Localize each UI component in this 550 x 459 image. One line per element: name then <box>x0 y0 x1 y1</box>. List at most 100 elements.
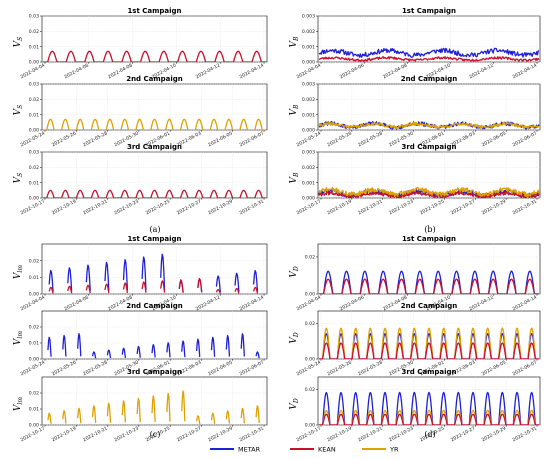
subplot-title: 1st Campaign <box>402 235 456 243</box>
y-tick-label: 0.01 <box>29 341 39 347</box>
x-tick-label: 2022-06-05 <box>481 359 507 377</box>
x-tick-label: 2022-10-19 <box>326 198 352 216</box>
y-tick-label: 0.03 <box>29 14 39 20</box>
y-tick-label: 0.02 <box>29 325 39 331</box>
x-tick-label: 2022-10-19 <box>326 425 352 443</box>
series-line-yr <box>318 409 540 425</box>
x-tick-label: 2022-10-21 <box>357 425 383 443</box>
y-tick-label: 0.000 <box>302 196 315 202</box>
plot-frame <box>41 15 268 63</box>
subplot-title: 3rd Campaign <box>127 143 182 151</box>
y-axis-label: VS <box>13 105 24 116</box>
x-tick-label: 2022-10-29 <box>207 198 233 216</box>
plot-frame <box>41 243 268 295</box>
x-tick-label: 2022-06-05 <box>207 359 233 377</box>
subplot-title: 1st Campaign <box>127 235 181 243</box>
plot-frame <box>317 376 541 426</box>
subplot-title: 2nd Campaign <box>401 302 458 310</box>
y-tick-label: 0.02 <box>29 97 39 103</box>
y-axis-label: VB <box>289 104 300 116</box>
subplot-3: 3rd CampaignVS0.000.010.020.032022-10-17… <box>13 143 268 216</box>
x-tick-label: 2022-04-06 <box>339 62 365 80</box>
y-tick-label: 0.00 <box>29 292 39 298</box>
x-tick-label: 2022-10-29 <box>481 425 507 443</box>
y-tick-label: 0.02 <box>29 391 39 397</box>
y-axis-label: Vlm <box>13 265 24 279</box>
series-line-kean <box>42 189 267 198</box>
x-tick-label: 2022-06-07 <box>512 359 538 377</box>
x-tick-label: 2022-10-27 <box>176 198 202 216</box>
legend-label-yr: YR <box>389 446 399 454</box>
x-tick-label: 2022-05-28 <box>357 130 383 148</box>
x-tick-label: 2022-10-21 <box>357 198 383 216</box>
y-tick-label: 0.01 <box>29 44 39 50</box>
x-tick-label: 2022-05-26 <box>326 130 352 148</box>
x-tick-label: 2022-04-12 <box>195 294 221 312</box>
x-tick-label: 2022-06-07 <box>512 130 538 148</box>
y-tick-label: 0.001 <box>302 180 315 186</box>
y-tick-label: 0.002 <box>302 165 315 171</box>
legend-label-metar: METAR <box>238 446 261 454</box>
x-tick-label: 2022-05-28 <box>82 359 108 377</box>
y-tick-label: 0.00 <box>305 423 315 429</box>
subfigure-label: (d) <box>424 430 435 439</box>
x-tick-label: 2022-10-23 <box>113 198 139 216</box>
plot-frame <box>317 243 541 295</box>
y-tick-label: 0.01 <box>29 180 39 186</box>
y-tick-label: 0.00 <box>29 357 39 363</box>
x-tick-label: 2022-10-27 <box>450 425 476 443</box>
y-axis-label: VD <box>289 266 300 278</box>
y-tick-label: 0.000 <box>302 128 315 134</box>
x-tick-label: 2022-06-05 <box>481 130 507 148</box>
x-tick-label: 2022-10-27 <box>450 198 476 216</box>
x-tick-label: 2022-10-19 <box>51 425 77 443</box>
y-tick-label: 0.000 <box>302 60 315 66</box>
y-axis-label: VB <box>289 172 300 184</box>
x-tick-label: 2022-10-25 <box>419 198 445 216</box>
y-tick-label: 0.03 <box>29 150 39 156</box>
x-tick-label: 2022-10-31 <box>239 198 265 216</box>
series-line-yr <box>47 390 260 425</box>
x-tick-label: 2022-10-27 <box>176 425 202 443</box>
x-tick-label: 2022-05-26 <box>51 359 77 377</box>
series-line-yr <box>318 186 540 198</box>
plot-frame <box>41 83 268 131</box>
series-line-kean <box>318 342 540 359</box>
x-tick-label: 2022-04-12 <box>468 62 494 80</box>
series-line-yr <box>318 327 540 359</box>
y-axis-label: VB <box>289 36 300 48</box>
subplot-title: 3rd Campaign <box>401 143 456 151</box>
y-axis-label: VS <box>13 37 24 48</box>
x-tick-label: 2022-05-26 <box>51 130 77 148</box>
subplot-5: 2nd Campaign VB 0.000 0.001 0.002 0.003 2022-0… <box>289 75 541 148</box>
x-tick-label: 2022-04-06 <box>63 62 89 80</box>
x-tick-label: 2022-04-06 <box>63 294 89 312</box>
y-tick-label: 0.02 <box>305 255 315 261</box>
x-tick-label: 2022-10-29 <box>207 425 233 443</box>
plot-frame <box>317 310 541 360</box>
x-tick-label: 2022-10-21 <box>82 198 108 216</box>
y-tick-label: 0.03 <box>29 82 39 88</box>
x-tick-label: 2022-10-19 <box>51 198 77 216</box>
y-tick-label: 0.02 <box>29 165 39 171</box>
series-line-metar <box>318 332 540 359</box>
y-axis-label: VD <box>289 332 300 344</box>
x-tick-label: 2022-10-25 <box>145 198 171 216</box>
x-tick-label: 2022-04-14 <box>239 294 265 312</box>
subfigure-label: (b) <box>424 225 435 234</box>
x-tick-label: 2022-04-14 <box>512 62 538 80</box>
series-line-metar <box>318 391 540 425</box>
y-tick-label: 0.02 <box>305 387 315 393</box>
subplot-6: 3rd Campaign VB 0.000 0.001 0.002 0.003 2022-1… <box>289 143 541 216</box>
subplot-2: 2nd CampaignVS0.000.010.020.032022-05-24… <box>13 75 268 148</box>
subplot-title: 2nd Campaign <box>126 302 183 310</box>
y-tick-label: 0.01 <box>29 112 39 118</box>
x-tick-label: 2022-10-21 <box>82 425 108 443</box>
y-tick-label: 0.02 <box>29 258 39 264</box>
subfigure-label: (c) <box>150 430 161 439</box>
x-tick-label: 2022-10-31 <box>512 198 538 216</box>
y-tick-label: 0.002 <box>302 97 315 103</box>
x-tick-label: 2022-10-31 <box>239 425 265 443</box>
